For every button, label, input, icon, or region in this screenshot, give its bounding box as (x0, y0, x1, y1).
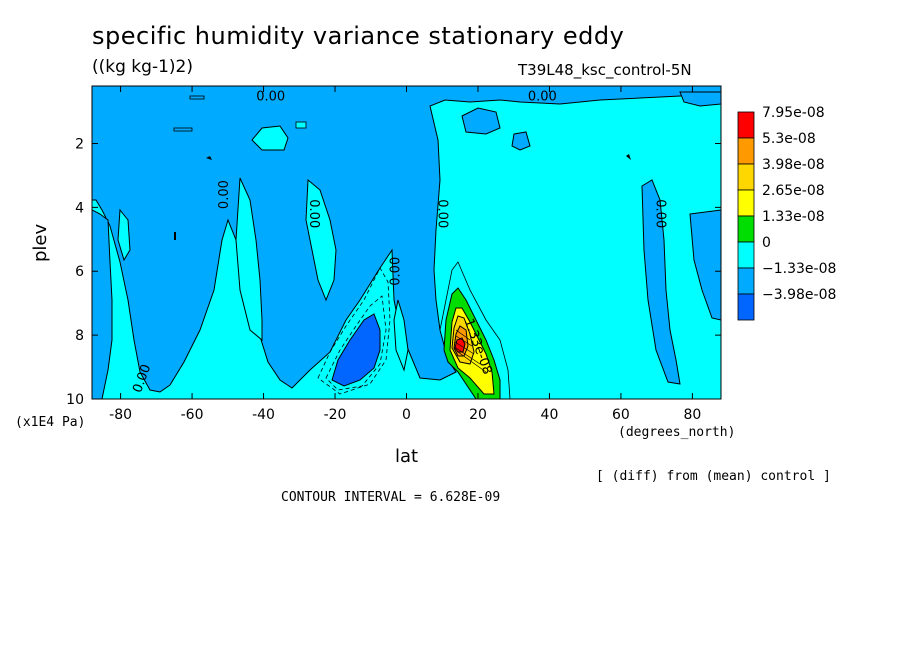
legend-swatch (737, 163, 755, 191)
y-tick-label: 4 (75, 200, 84, 216)
y-axis-label: plev (30, 223, 51, 262)
legend-label: −3.98e-08 (762, 287, 836, 303)
legend-label: 3.98e-08 (762, 157, 825, 173)
legend-label: −1.33e-08 (762, 261, 836, 277)
legend-label: 7.95e-08 (762, 105, 825, 121)
contour-label: 0.00 (435, 199, 450, 228)
legend-label: 5.3e-08 (762, 131, 816, 147)
legend-label: 1.33e-08 (762, 209, 825, 225)
contour-interval: CONTOUR INTERVAL = 6.628E-09 (281, 490, 501, 505)
contour-label: 0.00 (306, 199, 321, 228)
legend-swatch (737, 241, 755, 269)
run-name: T39L48_ksc_control-5N (518, 61, 692, 79)
negative-region-top-right (679, 91, 721, 107)
negative-region-left (92, 209, 113, 399)
contour-label: 0.00 (528, 89, 557, 104)
speck-5 (626, 154, 631, 160)
negative-region-right-4 (689, 209, 721, 321)
y-axis-ticks: 2 4 6 8 10 (66, 136, 721, 408)
speck-1 (189, 95, 205, 100)
contour-label: 0.00 (217, 180, 232, 209)
contour-label: 0.00 (256, 89, 285, 104)
zero-blob-1 (251, 125, 289, 151)
contour-label: 0.00 (388, 257, 403, 286)
legend-swatch (737, 189, 755, 217)
legend-label: 2.65e-08 (762, 183, 825, 199)
x-tick-label: 20 (469, 407, 487, 423)
legend-swatch (737, 137, 755, 165)
x-tick-label: 0 (402, 407, 411, 423)
positive-inner-lines (454, 329, 487, 373)
chart-title: specific humidity variance stationary ed… (92, 22, 625, 50)
strong-negative-dash-2 (325, 295, 387, 391)
y-tick-label: 10 (66, 392, 84, 408)
color-legend: 7.95e-08 5.3e-08 3.98e-08 2.65e-08 1.33e-08 0… (737, 105, 836, 321)
legend-swatch (737, 293, 755, 321)
speck-4 (206, 156, 212, 160)
negative-region-main (92, 86, 721, 393)
negative-region-right-1 (461, 107, 501, 135)
x-tick-label: 60 (612, 407, 630, 423)
x-axis-unit: (degrees_north) (618, 425, 736, 440)
y-tick-label: 2 (75, 136, 84, 152)
legend-swatch (737, 111, 755, 139)
y-tick-label: 6 (75, 264, 84, 280)
chart-units: ((kg kg-1)2) (92, 57, 193, 77)
diff-note: [ (diff) from (mean) control ] (596, 469, 831, 484)
strong-negative-dash-1 (317, 267, 391, 395)
speck-2 (173, 127, 193, 132)
negative-region-right-2 (511, 131, 531, 151)
x-tick-label: -80 (109, 407, 132, 423)
speck-3 (295, 121, 307, 129)
x-axis-label: lat (395, 446, 419, 467)
legend-swatch (737, 215, 755, 243)
x-tick-label: 80 (683, 407, 701, 423)
x-axis-ticks: -80 -60 -40 -20 0 20 40 60 80 (109, 86, 701, 423)
zero-blob-2 (393, 299, 409, 372)
contour-label: 0.00 (653, 199, 668, 228)
strong-negative-blob (331, 313, 381, 387)
x-tick-label: 40 (541, 407, 559, 423)
y-tick-label: 8 (75, 328, 84, 344)
x-tick-label: -20 (324, 407, 347, 423)
legend-label: 0 (762, 235, 771, 251)
zero-tongue-1 (235, 177, 263, 342)
x-tick-label: -60 (181, 407, 204, 423)
negative-region-right-3 (641, 179, 681, 385)
speck-6 (174, 232, 176, 240)
zero-tongue-2 (305, 178, 337, 302)
positive-thin-contour (439, 261, 511, 399)
x-tick-label: -40 (252, 407, 275, 423)
legend-swatch (737, 267, 755, 295)
y-axis-unit: (x1E4 Pa) (15, 415, 86, 430)
zero-blob-3 (117, 208, 131, 262)
